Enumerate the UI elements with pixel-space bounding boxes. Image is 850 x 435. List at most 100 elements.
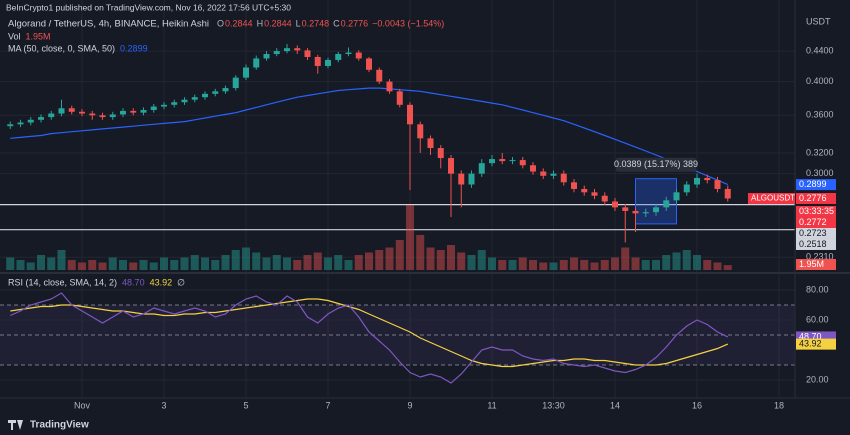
volume-bar xyxy=(365,252,374,270)
rsi-ma-line xyxy=(10,298,729,368)
volume-bar xyxy=(641,260,650,270)
x-tick-label: 13:30 xyxy=(542,400,565,410)
volume-bar xyxy=(272,255,281,270)
volume-bar xyxy=(559,260,568,270)
volume-bar xyxy=(600,260,609,270)
rsi-tick-label: 60.00 xyxy=(806,314,829,324)
price-tag: 0.2723 xyxy=(799,228,827,238)
ohlc-value: 0.2844 xyxy=(225,18,253,28)
countdown-tag-bg xyxy=(796,205,836,217)
price-tag-bg xyxy=(796,192,836,204)
y-tick-label: 0.3600 xyxy=(806,110,834,120)
y-tick-label: 0.3200 xyxy=(806,147,834,157)
volume-bar xyxy=(242,247,251,270)
candle-body xyxy=(632,210,639,214)
volume-bar xyxy=(375,250,384,270)
volume-bar xyxy=(221,255,230,270)
candle-body xyxy=(714,180,721,189)
volume-bar xyxy=(108,257,117,270)
volume-bar xyxy=(78,262,87,270)
y-tick-label: 0.3000 xyxy=(806,168,834,178)
candle-body xyxy=(550,173,557,176)
volume-bar xyxy=(231,250,240,270)
ohlc-value: 0.2844 xyxy=(264,18,292,28)
candle-body xyxy=(109,114,116,118)
x-tick-label: 9 xyxy=(407,400,412,410)
candle-body xyxy=(150,106,157,111)
candle-body xyxy=(540,171,547,176)
price-tag-bg xyxy=(796,238,836,250)
rsi-value: 48.70 xyxy=(122,277,145,287)
volume-bar xyxy=(580,260,589,270)
candle-body xyxy=(99,115,106,118)
candle-body xyxy=(642,212,649,214)
candle-body xyxy=(27,119,34,123)
candle-body xyxy=(489,159,496,164)
volume-bar xyxy=(293,260,302,270)
candle-body xyxy=(704,177,711,181)
candle-body xyxy=(232,77,239,89)
volume-bar xyxy=(334,255,343,270)
volume-bar xyxy=(703,260,712,270)
rsi-extra: ∅ xyxy=(177,277,185,287)
volume-bar xyxy=(508,260,517,270)
ohlc-key: L xyxy=(296,18,301,28)
x-tick-label: Nov xyxy=(74,400,91,410)
candle-body xyxy=(560,173,567,183)
symbol-tag-bg xyxy=(748,192,795,204)
volume-name: Vol xyxy=(8,31,21,41)
candle-body xyxy=(243,67,250,78)
candle-body xyxy=(314,56,321,66)
candle-body xyxy=(304,50,311,57)
rsi-ma-tag: 43.92 xyxy=(799,338,822,348)
price-tag: 0.2776 xyxy=(799,193,827,203)
volume-bar xyxy=(211,260,220,270)
volume-bar xyxy=(354,255,363,270)
candle-body xyxy=(407,104,414,125)
candle-body xyxy=(294,48,301,51)
volume-bar xyxy=(529,260,538,270)
candle-body xyxy=(622,207,629,211)
volume-bar xyxy=(395,240,404,270)
candle-body xyxy=(653,207,660,213)
volume-bar xyxy=(611,257,620,270)
volume-bar xyxy=(549,262,558,270)
volume-bar xyxy=(447,245,456,270)
volume-bar xyxy=(344,260,353,270)
candle-body xyxy=(694,177,701,185)
ma-value: 0.2899 xyxy=(120,43,148,53)
candle-body xyxy=(120,110,127,115)
volume-bar xyxy=(324,257,333,270)
volume-bar xyxy=(682,250,691,270)
volume-bar xyxy=(180,257,189,270)
volume-bar xyxy=(26,262,35,270)
rsi-line xyxy=(10,292,729,384)
candle-body xyxy=(89,113,96,116)
candle-body xyxy=(191,97,198,100)
price-tag-bg xyxy=(796,179,836,191)
candle-body xyxy=(7,124,14,127)
rsi-tag: 48.70 xyxy=(799,331,822,341)
candle-body xyxy=(366,58,373,70)
volume-bar xyxy=(170,260,179,270)
volume-bar xyxy=(436,250,445,270)
candle-body xyxy=(222,88,229,92)
volume-bar xyxy=(662,255,671,270)
price-tag: 0.2772 xyxy=(799,217,827,227)
measure-label: 0.0389 (15.17%) 389 xyxy=(614,159,698,169)
rsi-tick-label: 20.00 xyxy=(806,374,829,384)
measure-label-bg xyxy=(616,157,697,172)
rsi-tick-label: 80.00 xyxy=(806,284,829,294)
x-tick-label: 14 xyxy=(610,400,620,410)
volume-bar xyxy=(67,260,76,270)
candle-body xyxy=(673,192,680,201)
candle-body xyxy=(683,184,690,193)
volume-bar xyxy=(406,205,415,270)
rsi-name: RSI (14, close, SMA, 14, 2) xyxy=(8,277,117,287)
y-tick-label: 0.4400 xyxy=(806,45,834,55)
volume-tag-bg xyxy=(796,259,836,270)
candle-body xyxy=(499,159,506,162)
candle-body xyxy=(325,59,332,66)
volume-bar xyxy=(498,260,507,270)
